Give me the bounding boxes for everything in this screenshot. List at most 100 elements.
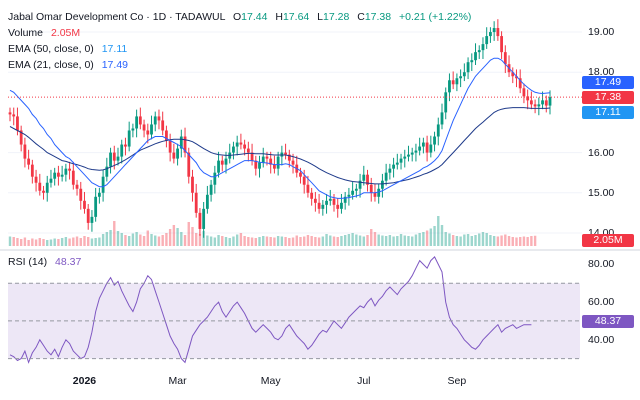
candle-body [410, 152, 414, 155]
rsi-badge: 48.37 [582, 315, 634, 328]
candle-body [317, 202, 321, 209]
ema21-value: 17.49 [101, 59, 128, 71]
volume-bar [299, 237, 302, 246]
candle-body [217, 160, 220, 173]
open-value: 17.44 [241, 11, 268, 23]
candle-body [325, 200, 328, 205]
rsi-line [9, 256, 532, 364]
volume-bar [150, 234, 153, 246]
candle-body [19, 130, 23, 145]
volume-bars [8, 216, 537, 246]
volume-bar [60, 238, 64, 246]
ema21-label: EMA (21, close, 0) [8, 59, 94, 71]
low-label: L [317, 11, 324, 23]
ema21-line [9, 57, 551, 199]
volume-bar [425, 230, 429, 246]
candle-body [16, 116, 19, 131]
volume-bar [131, 233, 135, 246]
candle-body [213, 172, 217, 185]
volume-badge: 2.05M [582, 234, 634, 247]
volume-bar [113, 221, 116, 246]
candle-body [191, 176, 194, 193]
volume-bar [329, 235, 332, 246]
candle-body [127, 130, 131, 147]
volume-bar [206, 235, 209, 246]
volume-bar [232, 236, 235, 246]
price-tick-label: 16.00 [588, 146, 615, 159]
volume-bar [195, 233, 198, 246]
volume-bar [258, 237, 261, 246]
volume-bar [209, 236, 213, 246]
candle-body [276, 156, 280, 169]
candle-body [90, 216, 94, 223]
ema50-badge: 17.11 [582, 106, 634, 119]
volume-bar [90, 238, 94, 246]
volume-bar [377, 234, 380, 246]
volume-bar [507, 236, 511, 246]
candle-body [138, 116, 142, 125]
volume-bar [284, 237, 287, 246]
volume-bar [42, 239, 45, 246]
candle-body [176, 148, 179, 159]
volume-bar [492, 236, 496, 246]
candle-body [68, 168, 71, 171]
symbol-legend: Jabal Omar Development Co · 1D · TADAWUL… [8, 11, 471, 24]
candle-body [354, 188, 358, 191]
volume-bar [239, 233, 243, 246]
volume-bar [303, 236, 306, 246]
volume-bar [213, 237, 217, 246]
volume-bar [291, 237, 295, 246]
volume-bar [340, 236, 343, 246]
candle-body [381, 180, 384, 189]
candle-body [336, 204, 340, 209]
candle-body [243, 144, 247, 149]
volume-bar [254, 238, 257, 246]
volume-bar [68, 238, 71, 246]
ema50-value: 17.11 [101, 43, 128, 55]
candle-body [328, 198, 332, 201]
candle-body [246, 148, 250, 153]
candle-body [284, 152, 287, 155]
time-tick-label: Jul [357, 375, 371, 387]
volume-bar [269, 237, 272, 246]
candle-body [198, 212, 202, 229]
volume-bar [75, 236, 79, 246]
volume-bar [310, 236, 313, 246]
volume-bar [183, 235, 187, 246]
volume-bar [448, 233, 451, 246]
volume-bar [440, 225, 444, 246]
volume-bar [489, 235, 492, 246]
candle-body [407, 154, 410, 157]
candle-body [421, 142, 425, 147]
candle-body [440, 112, 444, 125]
volume-bar [228, 238, 231, 246]
close-value: 17.38 [364, 11, 392, 23]
candle-body [60, 174, 64, 177]
time-tick-label: Sep [447, 375, 467, 387]
candle-body [373, 192, 377, 197]
candle-body [477, 50, 481, 53]
volume-bar [101, 234, 105, 246]
candle-body [109, 152, 112, 167]
volume-bar [347, 234, 351, 246]
candlesticks [8, 19, 552, 238]
volume-bar [392, 236, 395, 246]
candle-body [131, 128, 135, 131]
candle-body [42, 190, 45, 193]
candle-body [403, 156, 407, 159]
volume-bar [273, 237, 276, 246]
candle-body [518, 78, 522, 89]
candle-body [347, 194, 351, 197]
volume-bar [437, 216, 440, 246]
volume-bar [154, 235, 157, 246]
ema21-legend: EMA (21, close, 0) 17.49 [8, 59, 128, 72]
candle-body [310, 192, 314, 199]
candle-body [503, 52, 507, 65]
candle-body [239, 142, 243, 145]
candle-body [146, 130, 150, 135]
candle-body [124, 144, 127, 147]
candle-body [161, 120, 165, 131]
candle-body [392, 164, 395, 169]
candle-body [455, 78, 459, 85]
